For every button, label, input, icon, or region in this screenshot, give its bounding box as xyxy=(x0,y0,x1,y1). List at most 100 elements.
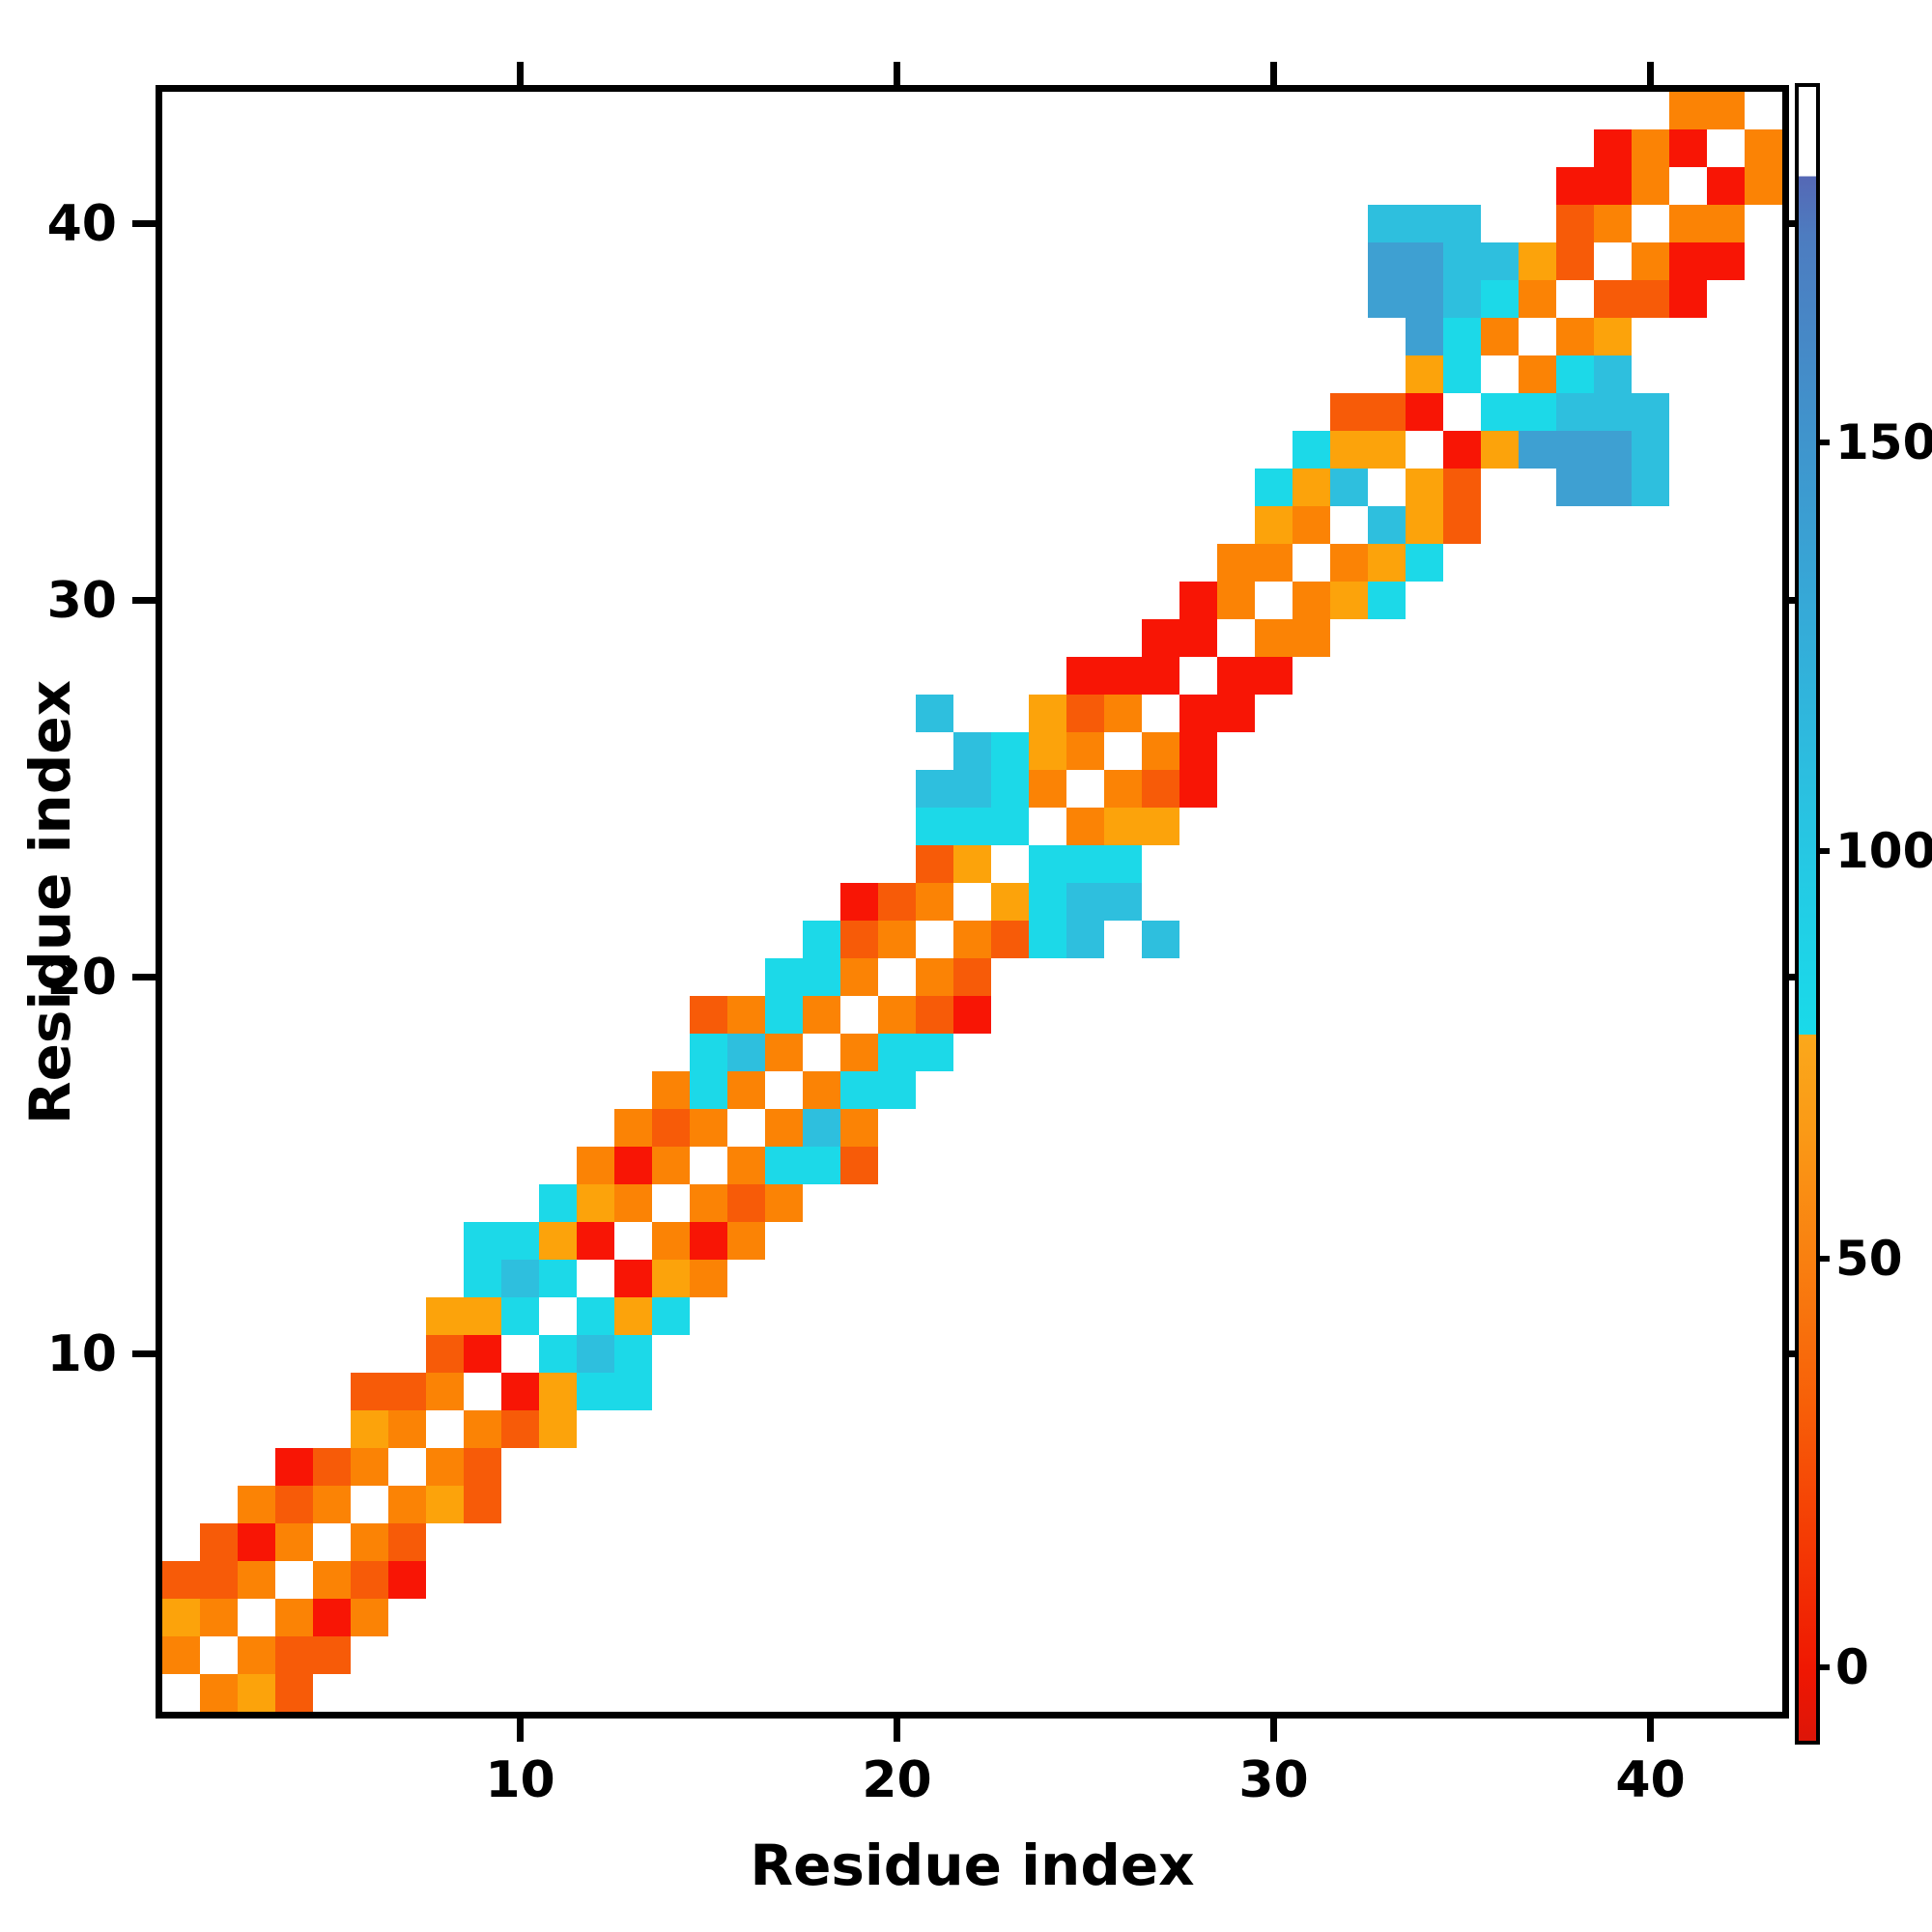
heatmap-cell xyxy=(1632,129,1669,167)
heatmap-cell xyxy=(577,1373,614,1410)
heatmap-cell xyxy=(313,1599,351,1636)
colorbar-tick-mark xyxy=(1816,1256,1830,1263)
heatmap-cell xyxy=(275,1486,313,1523)
heatmap-cell xyxy=(652,1071,690,1109)
heatmap-cell xyxy=(577,1297,614,1335)
heatmap-cell xyxy=(614,1260,652,1297)
heatmap-cell xyxy=(727,1071,765,1109)
heatmap-cell xyxy=(1707,167,1745,205)
heatmap-cell xyxy=(1368,393,1406,431)
heatmap-cell xyxy=(991,883,1029,921)
heatmap-cell xyxy=(464,1335,501,1373)
heatmap-cell xyxy=(1029,845,1066,883)
heatmap-plot-area xyxy=(156,85,1789,1719)
heatmap-cell xyxy=(426,1448,464,1486)
heatmap-cell xyxy=(1443,506,1481,544)
heatmap-cell xyxy=(652,1147,690,1184)
heatmap-cell xyxy=(991,770,1029,808)
heatmap-cell xyxy=(1142,770,1179,808)
heatmap-cell xyxy=(388,1486,426,1523)
axis-tick-mark xyxy=(517,62,524,85)
heatmap-cell xyxy=(1594,431,1632,469)
heatmap-cell xyxy=(426,1335,464,1373)
heatmap-cell xyxy=(1556,469,1594,506)
heatmap-cell xyxy=(351,1448,388,1486)
heatmap-cell xyxy=(1632,167,1669,205)
heatmap-cell xyxy=(840,883,878,921)
heatmap-cell xyxy=(1406,318,1443,355)
heatmap-cell xyxy=(275,1674,313,1712)
heatmap-cell xyxy=(1481,242,1519,280)
heatmap-cell xyxy=(916,1034,953,1071)
heatmap-cell xyxy=(1330,469,1368,506)
heatmap-cell xyxy=(275,1599,313,1636)
axis-tick-mark xyxy=(517,1719,524,1742)
heatmap-cell xyxy=(1330,431,1368,469)
heatmap-cell xyxy=(1217,657,1255,695)
heatmap-cell xyxy=(803,1071,840,1109)
heatmap-cell xyxy=(1142,808,1179,845)
heatmap-cell xyxy=(727,996,765,1034)
heatmap-cell xyxy=(1029,921,1066,958)
heatmap-cell xyxy=(1179,582,1217,619)
heatmap-cell xyxy=(1556,393,1594,431)
heatmap-cell xyxy=(1066,695,1104,732)
heatmap-cell xyxy=(953,996,991,1034)
colorbar-tick-label: 150 xyxy=(1835,413,1932,470)
heatmap-cell xyxy=(690,1109,727,1147)
heatmap-cell xyxy=(501,1410,539,1448)
heatmap-cell xyxy=(1255,619,1293,657)
heatmap-cell xyxy=(1632,393,1669,431)
heatmap-cell xyxy=(1330,582,1368,619)
heatmap-cell xyxy=(313,1448,351,1486)
heatmap-cell xyxy=(1104,657,1142,695)
heatmap-cell xyxy=(614,1373,652,1410)
heatmap-cell xyxy=(1669,205,1707,242)
heatmap-cell xyxy=(1330,393,1368,431)
heatmap-cell xyxy=(238,1674,275,1712)
heatmap-cell xyxy=(803,921,840,958)
heatmap-cell xyxy=(1632,242,1669,280)
heatmap-cell xyxy=(1556,318,1594,355)
heatmap-cell xyxy=(1406,393,1443,431)
heatmap-cell xyxy=(501,1222,539,1260)
heatmap-cell xyxy=(953,732,991,770)
axis-tick-mark xyxy=(894,1719,900,1742)
colorbar-tick-mark xyxy=(1816,847,1830,854)
heatmap-cell xyxy=(1556,167,1594,205)
heatmap-cell xyxy=(1255,469,1293,506)
heatmap-cell xyxy=(539,1335,577,1373)
heatmap-cell xyxy=(840,1034,878,1071)
heatmap-cell xyxy=(652,1222,690,1260)
heatmap-cell xyxy=(727,1184,765,1222)
heatmap-cell xyxy=(690,1260,727,1297)
heatmap-cell xyxy=(1142,732,1179,770)
heatmap-cell xyxy=(1669,92,1707,129)
heatmap-cell xyxy=(1104,808,1142,845)
heatmap-cell xyxy=(1217,544,1255,582)
heatmap-cell xyxy=(840,958,878,996)
heatmap-cell xyxy=(1406,355,1443,393)
heatmap-cell xyxy=(577,1222,614,1260)
heatmap-cell xyxy=(275,1448,313,1486)
heatmap-cell xyxy=(1556,355,1594,393)
heatmap-cell xyxy=(1745,167,1782,205)
heatmap-cell xyxy=(539,1184,577,1222)
heatmap-cell xyxy=(1368,506,1406,544)
heatmap-cell xyxy=(1368,582,1406,619)
heatmap-cell xyxy=(1368,242,1406,280)
axis-tick-label: 10 xyxy=(46,1324,117,1383)
heatmap-cell xyxy=(1443,318,1481,355)
heatmap-cell xyxy=(765,1109,803,1147)
heatmap-cell xyxy=(1443,205,1481,242)
heatmap-cell xyxy=(878,883,916,921)
heatmap-cell xyxy=(803,1147,840,1184)
axis-tick-mark xyxy=(1647,1719,1654,1742)
axis-tick-mark xyxy=(132,974,156,980)
axis-tick-mark xyxy=(1270,1719,1277,1742)
heatmap-cell xyxy=(1179,732,1217,770)
heatmap-cell xyxy=(614,1297,652,1335)
heatmap-cell xyxy=(1443,469,1481,506)
heatmap-cell xyxy=(464,1486,501,1523)
heatmap-cell xyxy=(1293,506,1330,544)
